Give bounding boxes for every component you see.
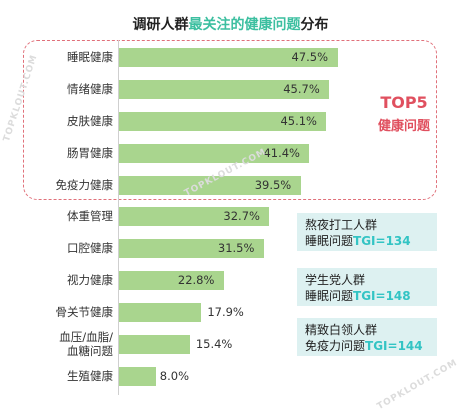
callout-issue: 睡眠问题 bbox=[305, 234, 354, 248]
top5-subtitle: 健康问题 bbox=[377, 119, 430, 134]
data-label: 45.1% bbox=[280, 114, 317, 128]
data-label: 17.9% bbox=[207, 305, 244, 319]
category-label: 体重管理 bbox=[67, 209, 113, 223]
bar bbox=[119, 48, 338, 67]
chart-title: 调研人群最关注的健康问题分布 bbox=[132, 17, 329, 33]
data-label: 41.4% bbox=[263, 146, 300, 160]
bar bbox=[119, 176, 301, 195]
category-label: 免疫力健康 bbox=[55, 178, 114, 192]
callout-night-workers: 熬夜打工人群 睡眠问题TGI=134 bbox=[297, 213, 437, 251]
bar bbox=[119, 144, 310, 163]
callout-group: 精致白领人群 bbox=[305, 323, 378, 337]
callout-issue: 睡眠问题 bbox=[305, 289, 354, 303]
bar bbox=[119, 112, 327, 131]
category-label: 血压/血脂/血糖问题 bbox=[59, 330, 113, 358]
category-label: 肠胃健康 bbox=[67, 146, 113, 160]
bar bbox=[119, 80, 330, 99]
bar bbox=[119, 303, 202, 322]
category-axis-line bbox=[118, 40, 119, 395]
bar bbox=[119, 207, 270, 226]
data-label: 15.4% bbox=[195, 337, 233, 351]
data-label: 8.0% bbox=[159, 369, 190, 383]
bar bbox=[119, 271, 224, 290]
callout-group: 熬夜打工人群 bbox=[305, 218, 378, 232]
category-label: 情绪健康 bbox=[67, 82, 113, 96]
callout-tgi: TGI=148 bbox=[353, 289, 411, 303]
data-label: 31.5% bbox=[217, 241, 255, 255]
top5-highlight-frame bbox=[23, 40, 437, 200]
bar bbox=[119, 239, 264, 258]
category-label: 生殖健康 bbox=[67, 369, 113, 383]
callout-white-collar: 精致白领人群 免疫力问题TGI=144 bbox=[297, 318, 437, 356]
bar bbox=[119, 335, 190, 354]
data-label: 47.5% bbox=[291, 50, 329, 64]
category-label: 皮肤健康 bbox=[67, 114, 113, 128]
top5-title: TOP5 bbox=[380, 93, 428, 112]
callout-group: 学生党人群 bbox=[305, 273, 366, 287]
data-label: 22.8% bbox=[177, 273, 215, 287]
callout-tgi: TGI=144 bbox=[365, 339, 423, 353]
title-highlight: 最关注的健康问题 bbox=[188, 17, 301, 33]
data-label: 32.7% bbox=[223, 209, 260, 223]
category-label: 口腔健康 bbox=[67, 241, 113, 255]
bar bbox=[119, 367, 156, 386]
callout-students: 学生党人群 睡眠问题TGI=148 bbox=[297, 268, 437, 306]
callout-issue: 免疫力问题 bbox=[305, 339, 366, 353]
data-label: 39.5% bbox=[254, 178, 292, 192]
top5-label: TOP5 健康问题 bbox=[368, 93, 440, 134]
category-label: 视力健康 bbox=[67, 273, 113, 287]
category-label: 骨关节健康 bbox=[55, 305, 114, 319]
category-label: 睡眠健康 bbox=[67, 50, 113, 64]
data-label: 45.7% bbox=[283, 82, 320, 96]
watermark: TOPKLOUT.COM bbox=[375, 357, 460, 412]
callout-tgi: TGI=134 bbox=[353, 234, 411, 248]
